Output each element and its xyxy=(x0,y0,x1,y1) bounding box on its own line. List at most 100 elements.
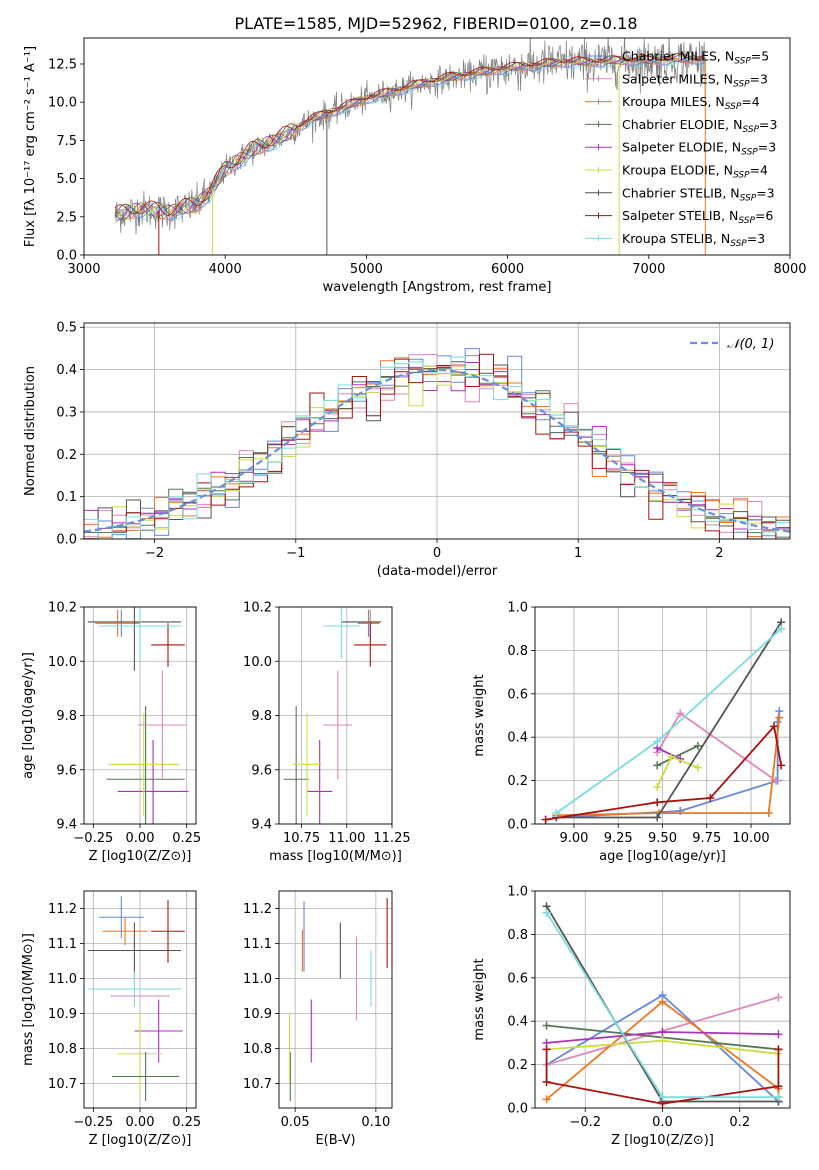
x-tick-label: 0.25 xyxy=(172,1115,201,1130)
x-axis-label: (data-model)/error xyxy=(377,564,498,579)
legend-label: Kroupa ELODIE, NSSP=4 xyxy=(622,163,768,181)
axes-frame xyxy=(83,37,791,256)
legend-label-tail: =4 xyxy=(741,94,759,109)
histogram-smiles xyxy=(84,354,790,538)
legend-label-tail: =4 xyxy=(750,163,768,178)
y-tick-label: 11.0 xyxy=(243,972,272,987)
x-tick-label: 11.00 xyxy=(328,831,365,846)
x-tick-label: 0.00 xyxy=(126,831,155,846)
legend-label-sub: SSP xyxy=(725,102,742,112)
axes-frame xyxy=(278,890,393,1109)
weight-line-selodie xyxy=(656,747,681,760)
x-tick-label: 0.05 xyxy=(281,1115,310,1130)
legend-label-text: Kroupa ELODIE, N xyxy=(622,163,733,178)
y-tick-label: 0.0 xyxy=(507,1102,528,1117)
y-axis-label: mass [log10(M/M⊙)] xyxy=(21,933,36,1066)
x-tick-label: 0 xyxy=(433,546,441,561)
y-tick-label: 10.7 xyxy=(243,1077,272,1092)
y-tick-label: 10.0 xyxy=(48,655,77,670)
axes-frame xyxy=(83,890,197,1109)
y-tick-label: 11.1 xyxy=(243,937,272,952)
weight-marker-selodie xyxy=(774,1030,783,1039)
weight-marker-celodie xyxy=(693,741,702,750)
errorbar-point-kelodie xyxy=(292,712,322,816)
y-axis-label: mass weight xyxy=(472,674,487,756)
y-tick-label: 11.0 xyxy=(48,972,77,987)
legend-label-text: Salpeter MILES, N xyxy=(622,71,733,86)
weight-marker-celodie xyxy=(653,761,662,770)
y-axis-label: mass weight xyxy=(472,958,487,1040)
weight-marker-sstelib xyxy=(541,815,550,824)
y-tick-label: 5.0 xyxy=(56,172,77,187)
weight-marker-sstelib xyxy=(706,793,715,802)
y-tick-label: 10.9 xyxy=(243,1007,272,1022)
errorbar-point-sstelib xyxy=(151,623,185,667)
x-tick-label: −0.25 xyxy=(73,1115,113,1130)
x-tick-label: 6000 xyxy=(491,262,524,277)
x-tick-label: 5000 xyxy=(350,262,383,277)
y-tick-label: 10.9 xyxy=(48,1007,77,1022)
panel-spectrum: 3000 4000 5000 6000 7000 8000 0.0 2.5 5.0 7.5 10.0… xyxy=(23,14,807,295)
gaussian-curve xyxy=(84,368,790,533)
legend-label-sub: SSP xyxy=(740,193,757,203)
panel-age_vs_z: −0.25 0.00 0.25 9.4 9.6 9.8 10.0 10.2 Z [log10(Z… xyxy=(21,601,201,865)
legend-label: Salpeter MILES, NSSP=3 xyxy=(622,71,768,89)
x-tick-label: 9.00 xyxy=(559,831,588,846)
panel-mass_vs_ebv: 0.05 0.10 10.7 10.8 10.9 11.0 11.1 11.2 E(B-V) xyxy=(243,890,393,1148)
errorbar-point-kelodie xyxy=(117,1011,163,1096)
y-tick-label: 0.8 xyxy=(507,644,528,659)
plot-area-age_vs_mass xyxy=(283,607,387,824)
y-tick-label: 0.6 xyxy=(507,971,528,986)
y-tick-label: 10.0 xyxy=(48,96,77,111)
legend-label-tail: =3 xyxy=(750,71,768,86)
legend-label-text: Salpeter STELIB, N xyxy=(622,208,738,223)
y-tick-label: 0.5 xyxy=(56,321,77,336)
errorbar-point-kstelib xyxy=(87,971,182,1007)
y-tick-label: 0.0 xyxy=(56,249,77,264)
weight-line-kstelib xyxy=(555,628,782,814)
weight-line-celodie xyxy=(656,745,699,767)
errorbar-point-selodie xyxy=(117,739,189,824)
y-tick-label: 0.2 xyxy=(56,448,77,463)
errorbar-point-sstelib xyxy=(354,623,387,667)
weight-marker-kstelib xyxy=(774,1093,783,1102)
x-tick-label: 10.00 xyxy=(732,831,769,846)
legend-label-gauss: 𝒩(0, 1) xyxy=(727,337,774,352)
model-spectrum-cstelib xyxy=(114,53,706,216)
model-spectrum-kstelib xyxy=(114,59,706,224)
x-tick-label: 0.25 xyxy=(172,831,201,846)
legend-label-tail: =3 xyxy=(747,231,765,246)
errorbar-point-smiles xyxy=(323,670,353,780)
plot-area-spectrum xyxy=(114,38,706,255)
x-tick-label: 9.75 xyxy=(692,831,721,846)
x-tick-label: 2 xyxy=(715,546,723,561)
weight-marker-kstelib xyxy=(552,809,561,818)
x-tick-label: −1 xyxy=(286,546,305,561)
legend-label-sub: SSP xyxy=(741,148,758,158)
x-tick-label: 7000 xyxy=(632,262,665,277)
y-tick-label: 0.2 xyxy=(507,774,528,789)
plot-area-mass_vs_ebv xyxy=(288,898,388,1101)
errorbar-point-sstelib xyxy=(151,899,185,963)
legend-label-sub: SSP xyxy=(738,216,755,226)
errorbar-point-selodie xyxy=(307,739,333,824)
y-tick-label: 9.8 xyxy=(56,709,77,724)
legend-label: Salpeter ELODIE, NSSP=3 xyxy=(622,140,776,158)
y-tick-label: 10.2 xyxy=(243,601,272,616)
y-axis-label: Flux [fλ 10⁻¹⁷ erg cm⁻² s⁻¹ A⁻¹] xyxy=(23,46,38,247)
y-tick-label: 0.4 xyxy=(56,363,77,378)
x-tick-label: 3000 xyxy=(67,262,100,277)
weight-marker-sstelib xyxy=(542,1077,551,1086)
model-spectrum-cmiles xyxy=(114,58,706,221)
plot-area-mass_vs_z xyxy=(87,896,185,1101)
x-tick-label: 11.25 xyxy=(373,831,410,846)
weight-marker-kmiles xyxy=(658,997,667,1006)
data-spectrum xyxy=(114,38,706,235)
weight-marker-kelodie xyxy=(658,1036,667,1045)
errorbar-point-kstelib xyxy=(98,607,182,659)
model-spectrum-kelodie xyxy=(114,54,706,221)
errorbar-point-selodie xyxy=(134,999,183,1063)
legend-label-sub: SSP xyxy=(733,79,750,89)
legend-label: Chabrier STELIB, NSSP=3 xyxy=(622,185,775,203)
plot-area-weight_vs_z xyxy=(542,902,783,1108)
